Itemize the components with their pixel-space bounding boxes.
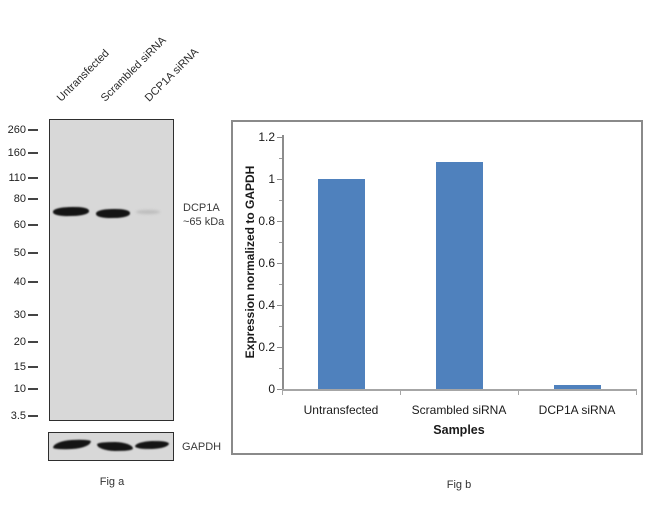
- y-major-tick: [277, 136, 282, 138]
- mw-tick: [28, 198, 38, 200]
- mw-tick: [28, 252, 38, 254]
- y-minor-tick: [279, 367, 282, 369]
- y-major-tick: [277, 388, 282, 390]
- mw-marker-80: 80: [13, 193, 26, 205]
- y-tick-label-0.6: 0.6: [258, 256, 275, 270]
- mw-marker-30: 30: [13, 309, 26, 321]
- bar-chart-panel: Expression normalized to GAPDH 0 0.2 0.4 0.…: [231, 120, 643, 455]
- mw-marker-20: 20: [13, 336, 26, 348]
- mw-marker-10: 10: [13, 383, 26, 395]
- blot-membrane: [49, 119, 174, 421]
- y-minor-tick: [279, 325, 282, 327]
- x-tick-label-dcp1a-sirna: DCP1A siRNA: [538, 403, 616, 417]
- y-tick-label-0: 0: [268, 382, 275, 396]
- mw-tick: [28, 388, 38, 390]
- y-major-tick: [277, 178, 282, 180]
- mw-tick: [28, 129, 38, 131]
- mw-tick: [28, 152, 38, 154]
- y-tick-label-0.8: 0.8: [258, 214, 275, 228]
- y-tick-label-0.4: 0.4: [258, 298, 275, 312]
- fig-b-caption: Fig b: [446, 479, 472, 491]
- y-minor-tick: [279, 241, 282, 243]
- mw-marker-60: 60: [13, 219, 26, 231]
- band-annotation-protein: DCP1A: [183, 202, 220, 214]
- mw-tick: [28, 366, 38, 368]
- x-boundary-tick: [635, 391, 637, 395]
- band-annotation: DCP1A ~65 kDa: [183, 201, 224, 229]
- x-axis-line: [282, 389, 637, 391]
- x-boundary-tick: [281, 391, 283, 395]
- mw-marker-260: 260: [7, 124, 26, 136]
- mw-tick: [28, 224, 38, 226]
- mw-marker-110: 110: [8, 172, 26, 184]
- mw-marker-3_5: 3.5: [10, 410, 26, 422]
- y-tick-label-1: 1: [268, 172, 275, 186]
- y-tick-label-1.2: 1.2: [258, 130, 275, 144]
- mw-tick: [28, 177, 38, 179]
- mw-marker-15: 15: [13, 361, 26, 373]
- y-major-tick: [277, 262, 282, 264]
- x-tick-label-scrambled-sirna: Scrambled siRNA: [411, 403, 507, 417]
- y-major-tick: [277, 346, 282, 348]
- mw-marker-160: 160: [7, 147, 26, 159]
- bar-dcp1a-sirna: [553, 384, 601, 389]
- y-minor-tick: [279, 157, 282, 159]
- dcp1a-band-lane3-faint: [136, 210, 160, 214]
- mw-tick: [28, 341, 38, 343]
- mw-marker-40: 40: [13, 276, 26, 288]
- y-major-tick: [277, 304, 282, 306]
- mw-tick: [28, 281, 38, 283]
- x-axis-title: Samples: [433, 423, 485, 437]
- gapdh-label: GAPDH: [182, 441, 222, 453]
- y-tick-label-0.2: 0.2: [258, 340, 275, 354]
- y-minor-tick: [279, 283, 282, 285]
- mw-tick: [28, 415, 38, 417]
- y-axis-line: [282, 135, 284, 391]
- x-boundary-tick: [399, 391, 401, 395]
- y-minor-tick: [279, 199, 282, 201]
- x-tick-label-untransfected: Untransfected: [303, 403, 379, 417]
- bar-scrambled-sirna: [435, 162, 483, 389]
- mw-marker-50: 50: [13, 247, 26, 259]
- fig-a-caption: Fig a: [99, 476, 125, 488]
- y-major-tick: [277, 220, 282, 222]
- x-boundary-tick: [517, 391, 519, 395]
- mw-tick: [28, 314, 38, 316]
- bar-untransfected: [317, 179, 365, 389]
- band-annotation-size: ~65 kDa: [183, 216, 225, 228]
